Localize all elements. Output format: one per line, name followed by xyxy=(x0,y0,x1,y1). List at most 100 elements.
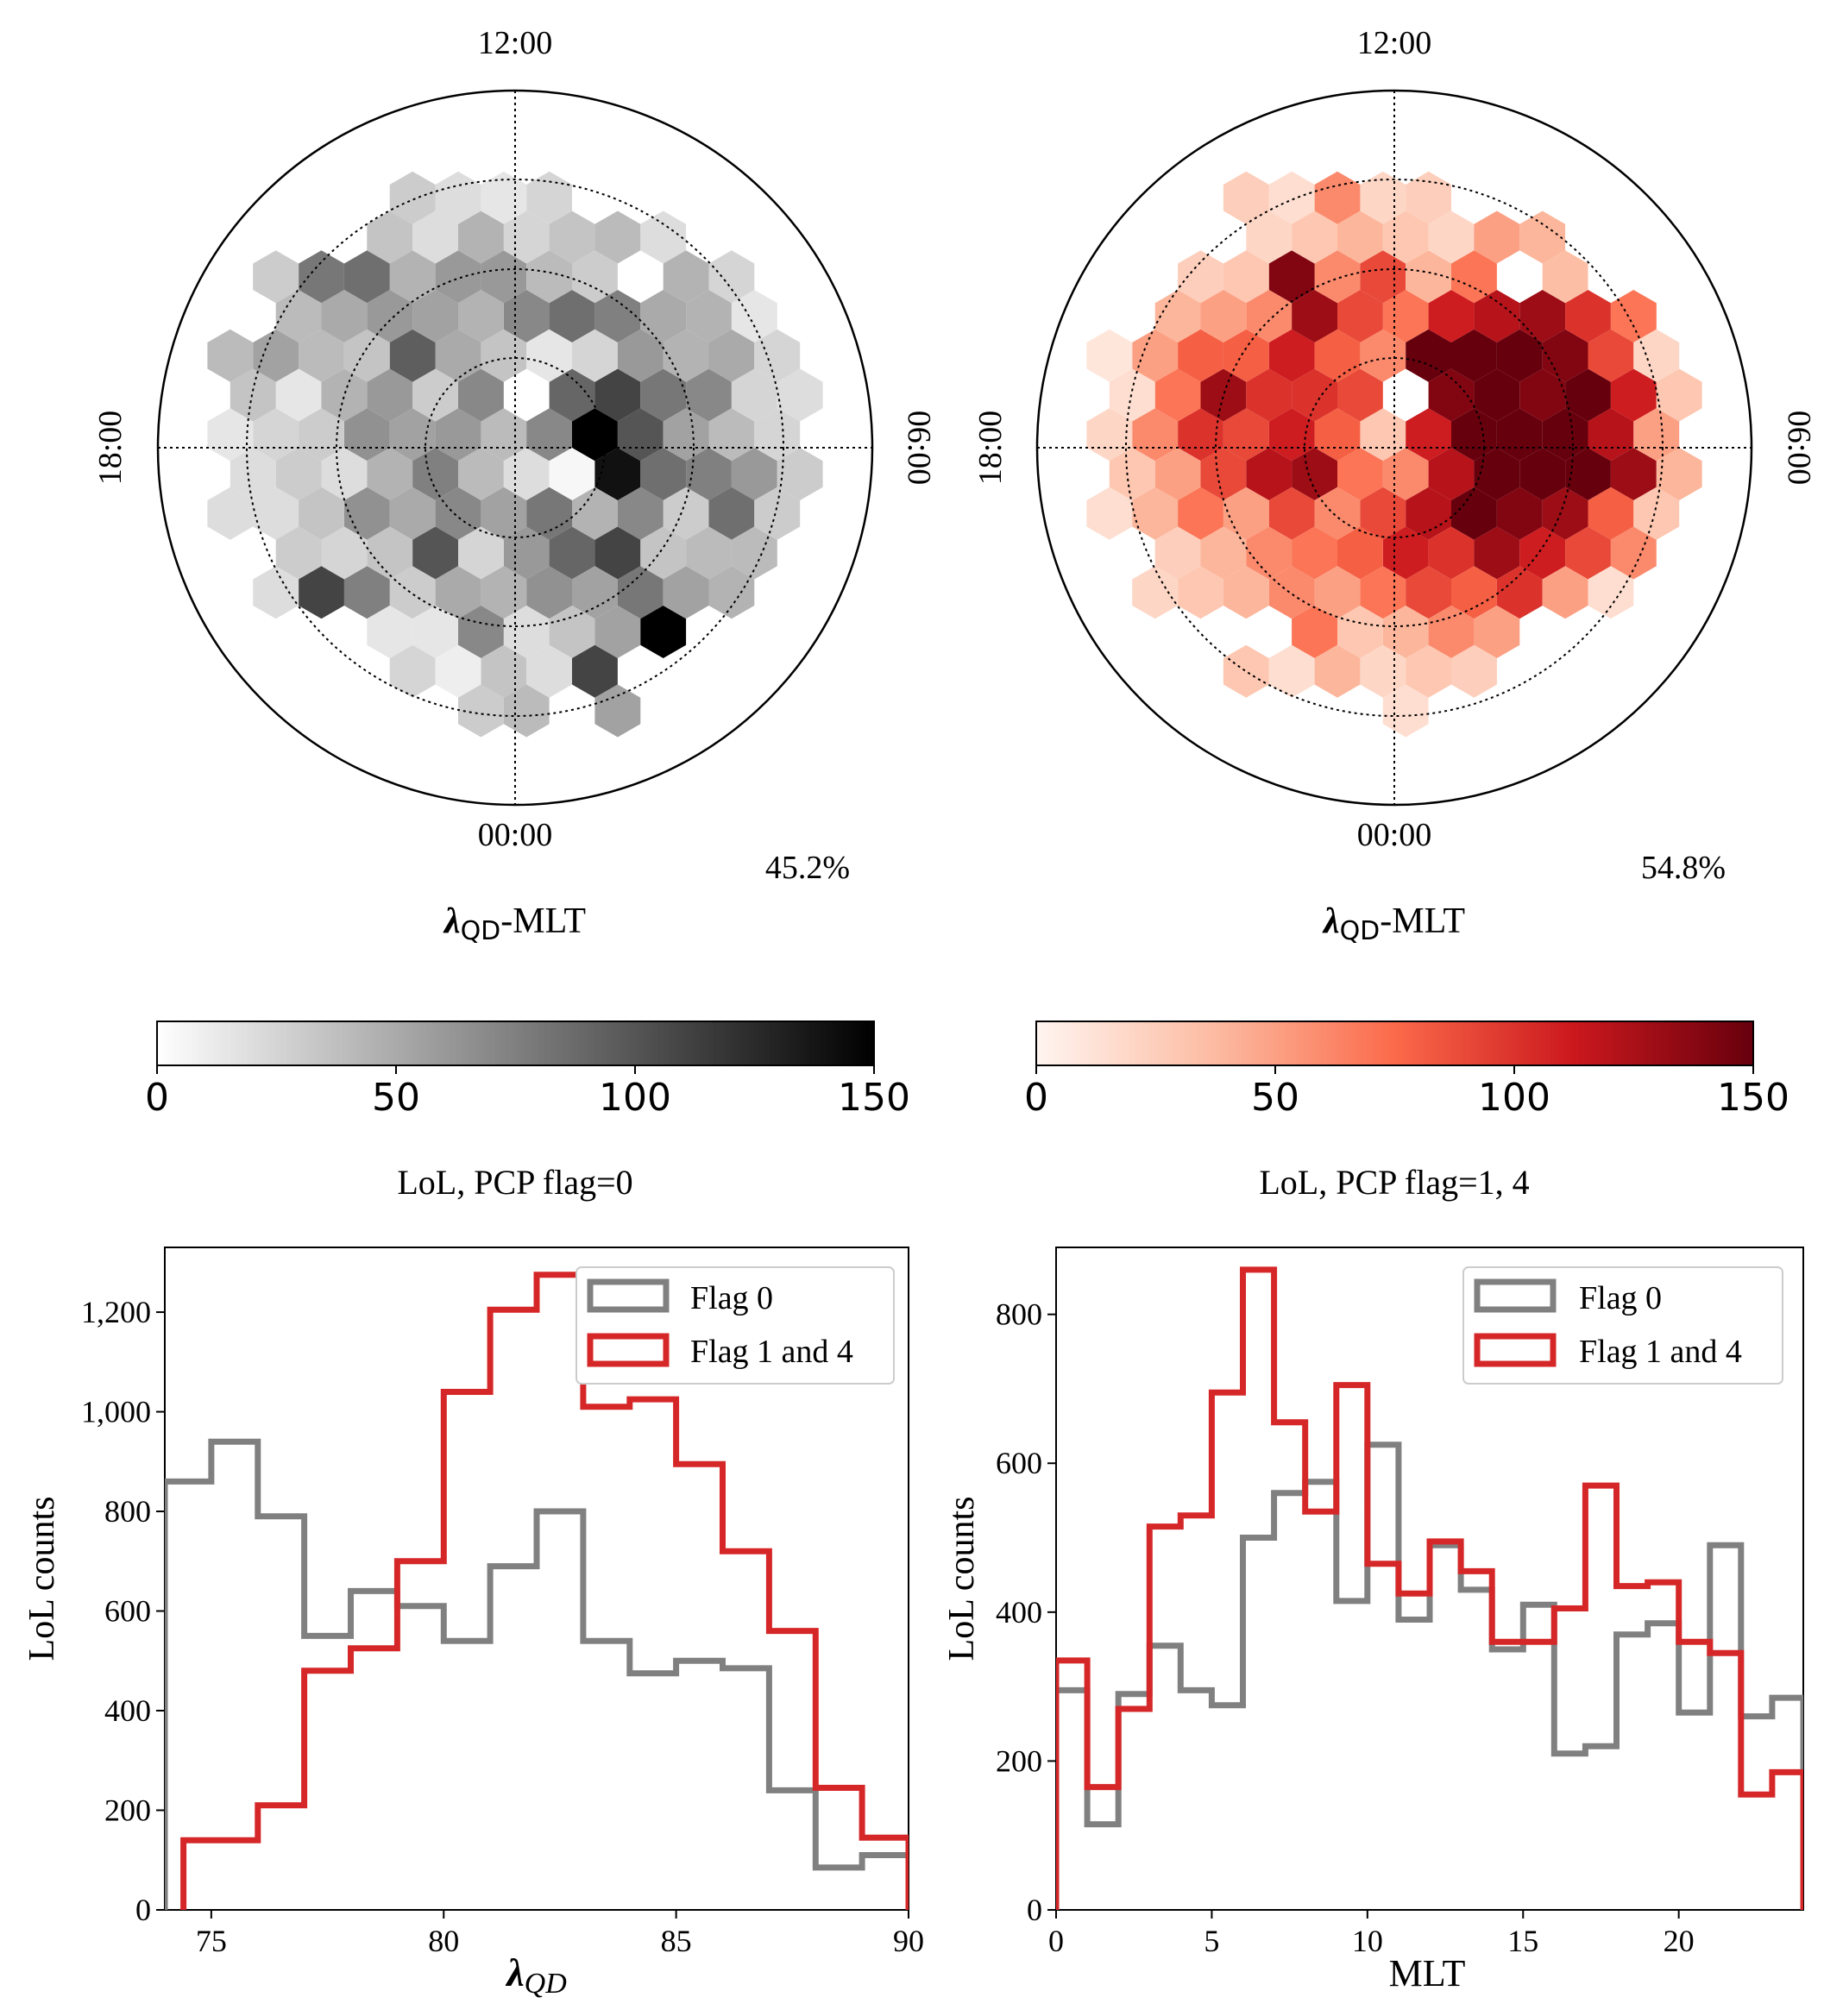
hex-cell xyxy=(321,448,368,500)
histogram-lambda: 75 80 85 90 0 200 400 600 800 1,000 1,200 LoL coun… xyxy=(22,1247,924,2000)
hex-cell xyxy=(1406,566,1451,619)
hex-cell xyxy=(275,526,322,580)
hex-cell xyxy=(435,250,481,304)
hex-cell xyxy=(1428,290,1475,342)
hex-cell xyxy=(1268,250,1315,304)
hex-cell xyxy=(572,487,618,540)
hex-cell xyxy=(1542,487,1588,540)
x-tick-label: 90 xyxy=(893,1924,924,1958)
y-tick-label: 1,200 xyxy=(81,1295,151,1329)
y-tick-label: 400 xyxy=(104,1693,151,1728)
hex-cell xyxy=(708,329,755,382)
hex-cell xyxy=(435,487,481,540)
colorbar-gray-ticks: 0 50 100 150 xyxy=(145,1065,910,1120)
y-axis-label: LoL counts xyxy=(942,1497,982,1661)
hex-cell xyxy=(1154,368,1201,422)
hex-cell xyxy=(1451,487,1497,540)
hex-cell xyxy=(412,606,458,658)
colorbar-red: 0 50 100 150 xyxy=(1024,1021,1789,1120)
hex-cell xyxy=(435,408,481,462)
hex-cell xyxy=(640,606,687,658)
hex-cell xyxy=(1200,290,1247,342)
hex-cell xyxy=(389,566,436,619)
hex-cell xyxy=(1154,526,1201,580)
series-flag0-step xyxy=(1056,1441,1803,1910)
hex-cell xyxy=(1314,408,1361,462)
hex-cell xyxy=(367,368,413,422)
hex-cell xyxy=(1109,448,1155,500)
hex-cell xyxy=(412,368,458,422)
hex-cell xyxy=(549,368,595,422)
hex-cell xyxy=(686,368,732,422)
hex-cell xyxy=(1474,448,1520,500)
hex-cell xyxy=(343,250,390,304)
axes-frame xyxy=(1055,1247,1804,1911)
hex-cell xyxy=(253,250,299,304)
colorbar-tick-label: 100 xyxy=(1478,1076,1550,1120)
hex-cell xyxy=(1223,171,1269,224)
hex-cell xyxy=(526,487,572,540)
hex-cell xyxy=(1588,329,1634,382)
hex-cell xyxy=(458,368,504,422)
hex-cell xyxy=(640,290,687,342)
hex-cell xyxy=(731,290,777,342)
hex-cell xyxy=(1610,290,1657,342)
hex-cell xyxy=(549,526,595,580)
hex-cell xyxy=(1588,566,1634,619)
hex-cell xyxy=(1610,448,1657,500)
hex-cell xyxy=(1086,487,1133,540)
series-flag0-step xyxy=(165,1438,909,1910)
colorbar-tick-label: 0 xyxy=(1024,1076,1048,1120)
x-tick-label: 0 xyxy=(1048,1924,1064,1958)
hex-cell xyxy=(275,290,322,342)
legend-swatch-flag0 xyxy=(1474,1278,1557,1313)
hex-cell xyxy=(412,210,458,264)
hex-cell xyxy=(1223,250,1269,304)
hex-cell xyxy=(458,290,504,342)
hex-cell xyxy=(367,290,413,342)
hex-cell xyxy=(731,368,777,422)
y-tick-label: 1,000 xyxy=(81,1395,151,1429)
legend: Flag 0 Flag 1 and 4 xyxy=(576,1266,895,1385)
axis-ticks: 75 80 85 90 0 200 400 600 800 1,000 1,200 xyxy=(81,1295,924,1958)
hex-cell xyxy=(777,368,823,422)
hex-cell xyxy=(1406,408,1451,462)
hex-cell xyxy=(1428,368,1475,422)
hex-cell xyxy=(1292,526,1337,580)
colorbar-red-gradient xyxy=(1035,1021,1754,1066)
mlt-label-top: 12:00 xyxy=(478,25,553,61)
hex-cell xyxy=(253,566,299,619)
hex-cell xyxy=(708,487,755,540)
hex-cell xyxy=(1314,329,1361,382)
hex-cell xyxy=(1292,368,1337,422)
percentage-label: 54.8% xyxy=(1641,850,1726,886)
hex-cell xyxy=(1154,290,1201,342)
hex-cell xyxy=(207,329,254,382)
hex-cell xyxy=(1200,368,1247,422)
hex-cell xyxy=(1610,368,1657,422)
hex-cell xyxy=(663,250,709,304)
hex-cell xyxy=(754,329,801,382)
hex-cell xyxy=(1132,566,1179,619)
hex-cell xyxy=(1406,487,1451,540)
hex-cell xyxy=(686,526,732,580)
hex-cell xyxy=(299,487,344,540)
hex-cell xyxy=(503,684,550,738)
hex-cell xyxy=(1360,171,1406,224)
mlt-label-bottom: 00:00 xyxy=(1357,817,1432,853)
hex-cell xyxy=(1200,526,1247,580)
hex-cell xyxy=(1519,526,1566,580)
hex-cell xyxy=(481,171,527,224)
hex-cell xyxy=(1223,566,1269,619)
hex-cell xyxy=(1178,329,1223,382)
x-axis-label: λQD xyxy=(505,1950,567,2000)
hex-cell xyxy=(731,526,777,580)
x-tick-label: 15 xyxy=(1507,1924,1538,1958)
x-tick-label: 80 xyxy=(428,1924,459,1958)
hex-cell xyxy=(526,566,572,619)
hex-cell xyxy=(526,644,572,698)
hex-cell xyxy=(1246,448,1293,500)
hex-cell xyxy=(594,526,641,580)
hex-cell xyxy=(412,448,458,500)
hex-cell xyxy=(1246,210,1293,264)
